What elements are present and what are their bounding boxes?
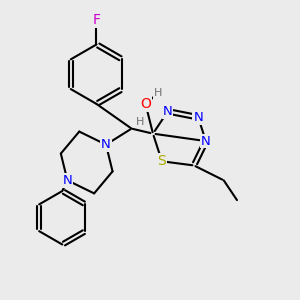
Text: N: N bbox=[201, 135, 211, 148]
Text: O: O bbox=[140, 97, 151, 111]
Text: F: F bbox=[92, 13, 101, 27]
Text: S: S bbox=[158, 154, 166, 168]
Text: H: H bbox=[154, 88, 163, 98]
Text: N: N bbox=[193, 111, 203, 124]
Text: H: H bbox=[136, 117, 144, 127]
Text: N: N bbox=[62, 174, 72, 187]
Text: N: N bbox=[101, 138, 111, 151]
Text: N: N bbox=[163, 105, 173, 118]
